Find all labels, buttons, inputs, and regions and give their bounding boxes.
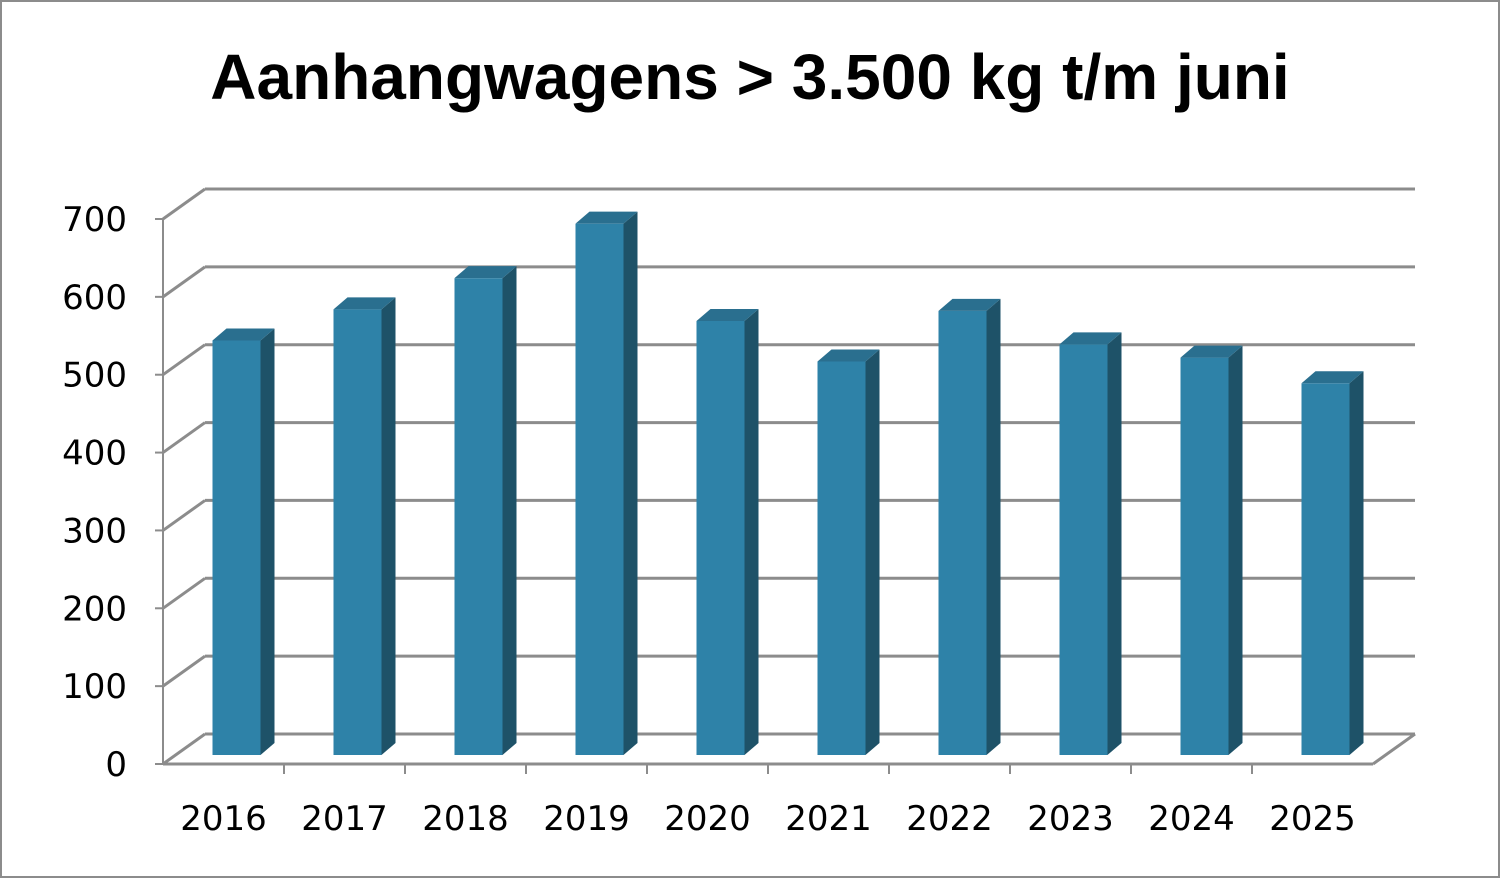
bar-side [1349, 371, 1364, 755]
bar [1059, 332, 1122, 755]
bar-side [986, 298, 1001, 755]
x-tick-label: 2021 [785, 799, 872, 839]
floor-edge [1372, 732, 1416, 766]
bars [212, 211, 1364, 755]
bar-front [575, 223, 624, 755]
chart-title: Aanhangwagens > 3.500 kg t/m juni [210, 41, 1290, 113]
bar-top [454, 266, 517, 279]
y-tick-labels: 0 100 200 300 400 500 600 700 [62, 200, 127, 785]
bar-top [696, 309, 759, 321]
bar-side [865, 349, 880, 755]
bar-front [333, 309, 382, 755]
gridline-side [162, 187, 206, 221]
gridline-side [162, 265, 206, 299]
x-tick-label: 2017 [301, 799, 388, 839]
bar-front [1059, 344, 1108, 755]
bar [696, 309, 759, 755]
bar-front [454, 278, 503, 755]
bar-top [1301, 371, 1364, 384]
y-tick-label: 200 [62, 589, 127, 629]
bar-top [1180, 345, 1243, 358]
bar-side [1228, 345, 1243, 755]
bar-top [817, 349, 880, 362]
bar [333, 297, 396, 755]
bar [575, 211, 638, 755]
bar-side [381, 297, 396, 755]
bar-top [575, 211, 638, 224]
gridline-side [162, 499, 206, 532]
gridline-side [162, 577, 206, 610]
bar [1180, 345, 1243, 755]
bar-top [938, 298, 1001, 311]
bar [817, 349, 880, 755]
gridline-side [162, 654, 206, 688]
y-tick-label: 500 [62, 356, 127, 396]
bar-front [212, 340, 261, 755]
bar-front [696, 321, 745, 755]
axes [155, 218, 1416, 774]
x-tick-label: 2019 [543, 799, 630, 839]
y-tick-label: 400 [62, 434, 127, 474]
gridline-side [162, 343, 206, 376]
bar-top [333, 297, 396, 310]
x-tick-label: 2023 [1027, 799, 1114, 839]
x-tick-label: 2024 [1148, 799, 1235, 839]
y-tick-label: 300 [62, 511, 127, 551]
x-tick-label: 2018 [422, 799, 509, 839]
y-tick-label: 0 [105, 745, 127, 785]
x-tick-label: 2025 [1269, 799, 1356, 839]
bar-side [502, 266, 517, 755]
gridline-side [162, 732, 206, 766]
gridline-side [162, 421, 206, 454]
bar-side [260, 328, 275, 755]
bar-front [1180, 357, 1229, 755]
y-tick-label: 100 [62, 667, 127, 707]
x-tick-label: 2016 [180, 799, 267, 839]
bar-side [744, 309, 759, 755]
bar [454, 266, 517, 755]
bar-side [623, 211, 638, 755]
bar-top [1059, 332, 1122, 345]
bar [212, 328, 275, 755]
bar [938, 298, 1001, 755]
bar-front [817, 361, 866, 755]
bar-side [1107, 332, 1122, 755]
y-tick-label: 600 [62, 278, 127, 318]
bar-front [938, 310, 987, 755]
x-tick-label: 2020 [664, 799, 751, 839]
y-tick-label: 700 [62, 200, 127, 240]
x-tick-label: 2022 [906, 799, 993, 839]
x-tick-labels: 2016 2017 2018 2019 2020 2021 2022 2023 2024 2025 [180, 799, 1356, 839]
bar-top [212, 328, 275, 341]
bar-front [1301, 383, 1350, 755]
bar [1301, 371, 1364, 755]
